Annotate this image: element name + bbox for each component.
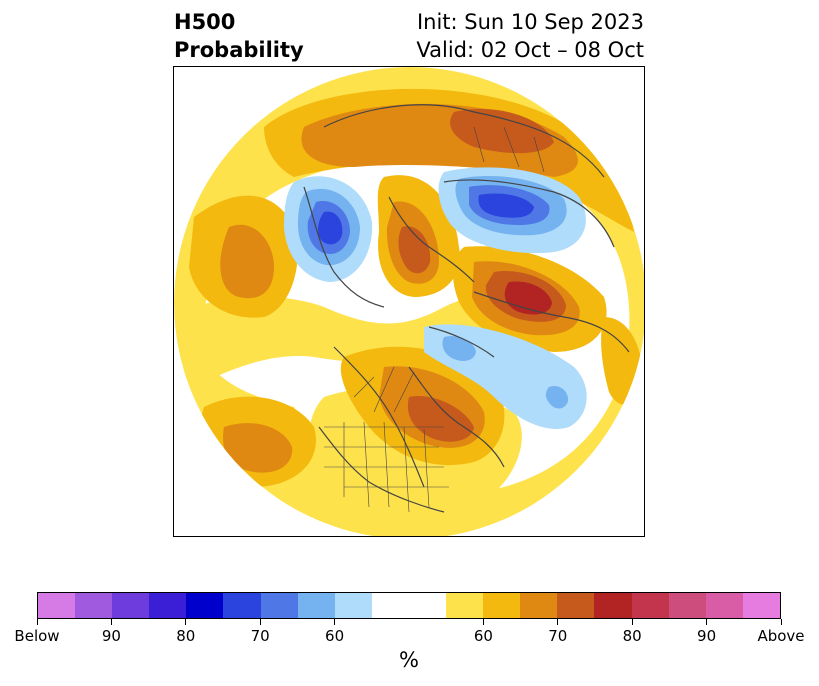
colorbar-tick-label: 70 [548,627,568,645]
colorbar-unit: % [399,648,419,672]
colorbar-segment-4 [186,593,224,618]
colorbar-tick-label: 90 [101,627,121,645]
colorbar [37,592,781,619]
colorbar-tick [631,619,633,625]
title-product: Probability [174,38,304,62]
colorbar-segment-1 [75,593,113,618]
colorbar-tick-label: 90 [697,627,717,645]
title-variable: H500 [174,10,236,34]
colorbar-tick [110,619,112,625]
colorbar-segment-9 [371,593,409,618]
colorbar-segment-8 [334,593,372,618]
colorbar-segment-6 [260,593,298,618]
colorbar-segment-3 [149,593,187,618]
colorbar-segment-18 [705,593,743,618]
colorbar-segment-15 [594,593,632,618]
coastlines [303,104,630,513]
map-panel [173,66,645,537]
dark-orange-canada [407,396,474,442]
blue-atlantic-spot-2 [545,385,569,409]
deep-blue-west [318,211,343,245]
colorbar-segment-5 [223,593,261,618]
title-block-left: H500 Probability [174,8,304,64]
valid-range: Valid: 02 Oct – 08 Oct [416,38,644,62]
borders [324,126,545,513]
colorbar-segment-17 [668,593,706,618]
deep-blue-north [478,193,534,218]
colorbar-tick [334,619,336,625]
dark-orange-europe [398,226,431,274]
colorbar-tick-label: 80 [622,627,642,645]
colorbar-segment-10 [408,593,447,618]
colorbar-segment-16 [631,593,669,618]
colorbar-tick-label: 80 [176,627,196,645]
red-core-asia [504,281,552,315]
title-block-right: Init: Sun 10 Sep 2023 Valid: 02 Oct – 08… [416,8,644,64]
blue-atlantic-spot [442,335,476,361]
dark-orange-top [450,108,554,154]
colorbar-tick [36,619,38,625]
colorbar-tick-label: Above [757,627,805,645]
colorbar-tick-label: 60 [325,627,345,645]
colorbar-tick [557,619,559,625]
yellow-band-mid [174,295,524,387]
probability-map [174,67,644,536]
colorbar-tick [780,619,782,625]
colorbar-tick [706,619,708,625]
colorbar-segment-12 [483,593,521,618]
orange-left-core [220,224,274,299]
colorbar-segment-7 [297,593,335,618]
colorbar-segment-0 [38,593,76,618]
colorbar-tick-label: 70 [250,627,270,645]
orange-pacific-core [223,423,293,473]
colorbar-segment-13 [520,593,558,618]
colorbar-tick [482,619,484,625]
colorbar-segment-14 [557,593,595,618]
colorbar-segment-2 [112,593,150,618]
colorbar-tick [259,619,261,625]
colorbar-tick-label: Below [14,627,60,645]
colorbar-tick-label: 60 [473,627,493,645]
colorbar-tick [185,619,187,625]
colorbar-segment-19 [742,593,780,618]
colorbar-segment-11 [446,593,484,618]
init-date: Init: Sun 10 Sep 2023 [416,10,644,34]
